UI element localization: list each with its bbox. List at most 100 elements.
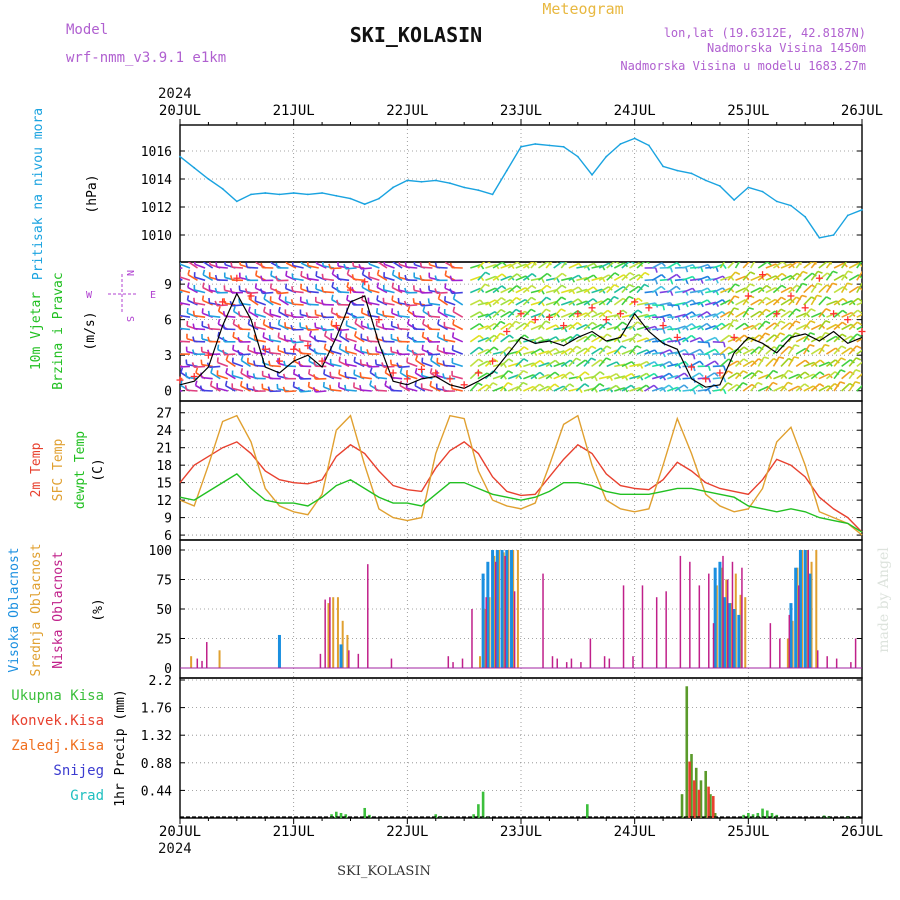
wind-barb bbox=[361, 286, 373, 294]
wind-barb-flag bbox=[629, 271, 635, 276]
precip-bar-2 bbox=[697, 789, 701, 818]
wind-barb-flag bbox=[184, 385, 188, 391]
precip-bar-1 bbox=[761, 808, 764, 818]
pressure-point bbox=[449, 182, 451, 185]
wind-barb bbox=[848, 309, 859, 318]
wind-barb-flag bbox=[591, 321, 597, 326]
wind-barb bbox=[765, 298, 776, 306]
wind-barb-flag bbox=[412, 298, 415, 304]
cloud-bar-2 bbox=[341, 620, 344, 668]
wind-barb bbox=[629, 273, 640, 281]
gust-marker bbox=[275, 357, 283, 365]
wind-barb-flag bbox=[866, 324, 870, 328]
temp-line-2 bbox=[179, 414, 863, 536]
wind-barb bbox=[515, 358, 525, 367]
wind-barb bbox=[795, 312, 807, 318]
wind-barb bbox=[856, 384, 862, 392]
wind-barb bbox=[629, 363, 641, 368]
wind-barb-flag bbox=[661, 274, 666, 279]
model-name: wrf-nmm_v3.9.1 e1km bbox=[66, 50, 226, 66]
wind-barb bbox=[621, 272, 631, 281]
wind-barb bbox=[697, 275, 709, 282]
cloud-bar-3 bbox=[329, 597, 331, 668]
wind-barb-flag bbox=[660, 285, 666, 291]
wind-barb bbox=[307, 303, 319, 306]
wind-barb bbox=[507, 273, 518, 281]
wind-barb bbox=[780, 310, 791, 318]
wind-barb bbox=[667, 351, 679, 355]
wind-barb-flag bbox=[752, 325, 758, 331]
wind-barb-flag bbox=[207, 336, 211, 342]
wind-barb-flag bbox=[794, 332, 801, 336]
wind-barb-flag bbox=[539, 359, 545, 365]
wind-barb bbox=[507, 296, 517, 306]
wind-barb bbox=[651, 285, 662, 294]
wind-barb-flag bbox=[787, 381, 793, 385]
wind-barb bbox=[254, 364, 266, 368]
wind-barb bbox=[841, 300, 853, 306]
wind-barb bbox=[674, 301, 686, 306]
wind-barb bbox=[437, 323, 448, 331]
wind-barb bbox=[591, 359, 601, 368]
wind-barb bbox=[598, 375, 611, 380]
wind-barb bbox=[735, 275, 747, 282]
wind-barb-flag bbox=[297, 386, 301, 393]
cloud-bar-3 bbox=[632, 656, 634, 668]
y-tick-label: 1016 bbox=[141, 145, 172, 160]
wind-barb bbox=[636, 271, 646, 281]
wind-barb-flag bbox=[531, 273, 537, 278]
pressure-point bbox=[548, 144, 551, 147]
wind-barb bbox=[202, 286, 214, 294]
wind-axis-label-2: Brzina i Pravac bbox=[51, 272, 66, 389]
pressure-point bbox=[818, 236, 821, 239]
wind-barb bbox=[406, 387, 418, 392]
wind-barb bbox=[750, 346, 760, 355]
gust-marker bbox=[176, 376, 184, 384]
wind-barb bbox=[421, 304, 433, 307]
gust-marker bbox=[716, 369, 724, 377]
wind-barb-flag bbox=[434, 288, 438, 294]
gust-marker bbox=[545, 313, 553, 321]
gust-marker bbox=[801, 304, 809, 312]
wind-barb bbox=[765, 286, 777, 294]
wind-barb-flag bbox=[561, 284, 567, 289]
wind-barb-flag bbox=[780, 308, 786, 313]
wind-barb-flag bbox=[707, 354, 711, 360]
wind-barb bbox=[644, 337, 656, 343]
wind-barb bbox=[719, 334, 730, 343]
wind-barb-flag bbox=[801, 294, 807, 298]
gust-marker bbox=[290, 345, 298, 353]
wind-barb bbox=[666, 285, 677, 294]
wind-barb bbox=[444, 300, 456, 306]
wind-barb bbox=[560, 312, 572, 318]
wind-barb bbox=[523, 374, 534, 380]
wind-barb bbox=[598, 262, 610, 269]
wind-barb bbox=[560, 359, 571, 368]
gust-marker bbox=[588, 304, 596, 312]
wind-barb bbox=[391, 363, 403, 368]
wind-barb-flag bbox=[591, 333, 597, 338]
cloud-bar-3 bbox=[513, 591, 516, 668]
wind-barb-flag bbox=[560, 308, 566, 312]
cloud-unit-label: (%) bbox=[91, 598, 106, 621]
x-label-bottom: 25JUL bbox=[727, 824, 769, 840]
wind-barb bbox=[765, 381, 774, 392]
cloud-bar-2 bbox=[715, 585, 718, 668]
wind-barb bbox=[522, 284, 533, 294]
cloud-bar-1 bbox=[713, 567, 717, 668]
wind-barb-flag bbox=[781, 284, 787, 289]
wind-barb-flag bbox=[819, 359, 825, 364]
wind-barb bbox=[399, 372, 411, 380]
wind-barb bbox=[795, 324, 807, 331]
wind-barb bbox=[803, 361, 815, 368]
wind-barb-flag bbox=[209, 380, 213, 386]
wind-barb-flag bbox=[622, 321, 628, 326]
wind-barb bbox=[392, 274, 403, 281]
wind-barb-flag bbox=[313, 335, 317, 341]
wind-barb bbox=[360, 376, 372, 380]
wind-barb bbox=[614, 375, 626, 380]
pressure-point bbox=[193, 166, 196, 169]
wind-barb bbox=[659, 313, 671, 318]
wind-barb-flag bbox=[707, 389, 712, 395]
